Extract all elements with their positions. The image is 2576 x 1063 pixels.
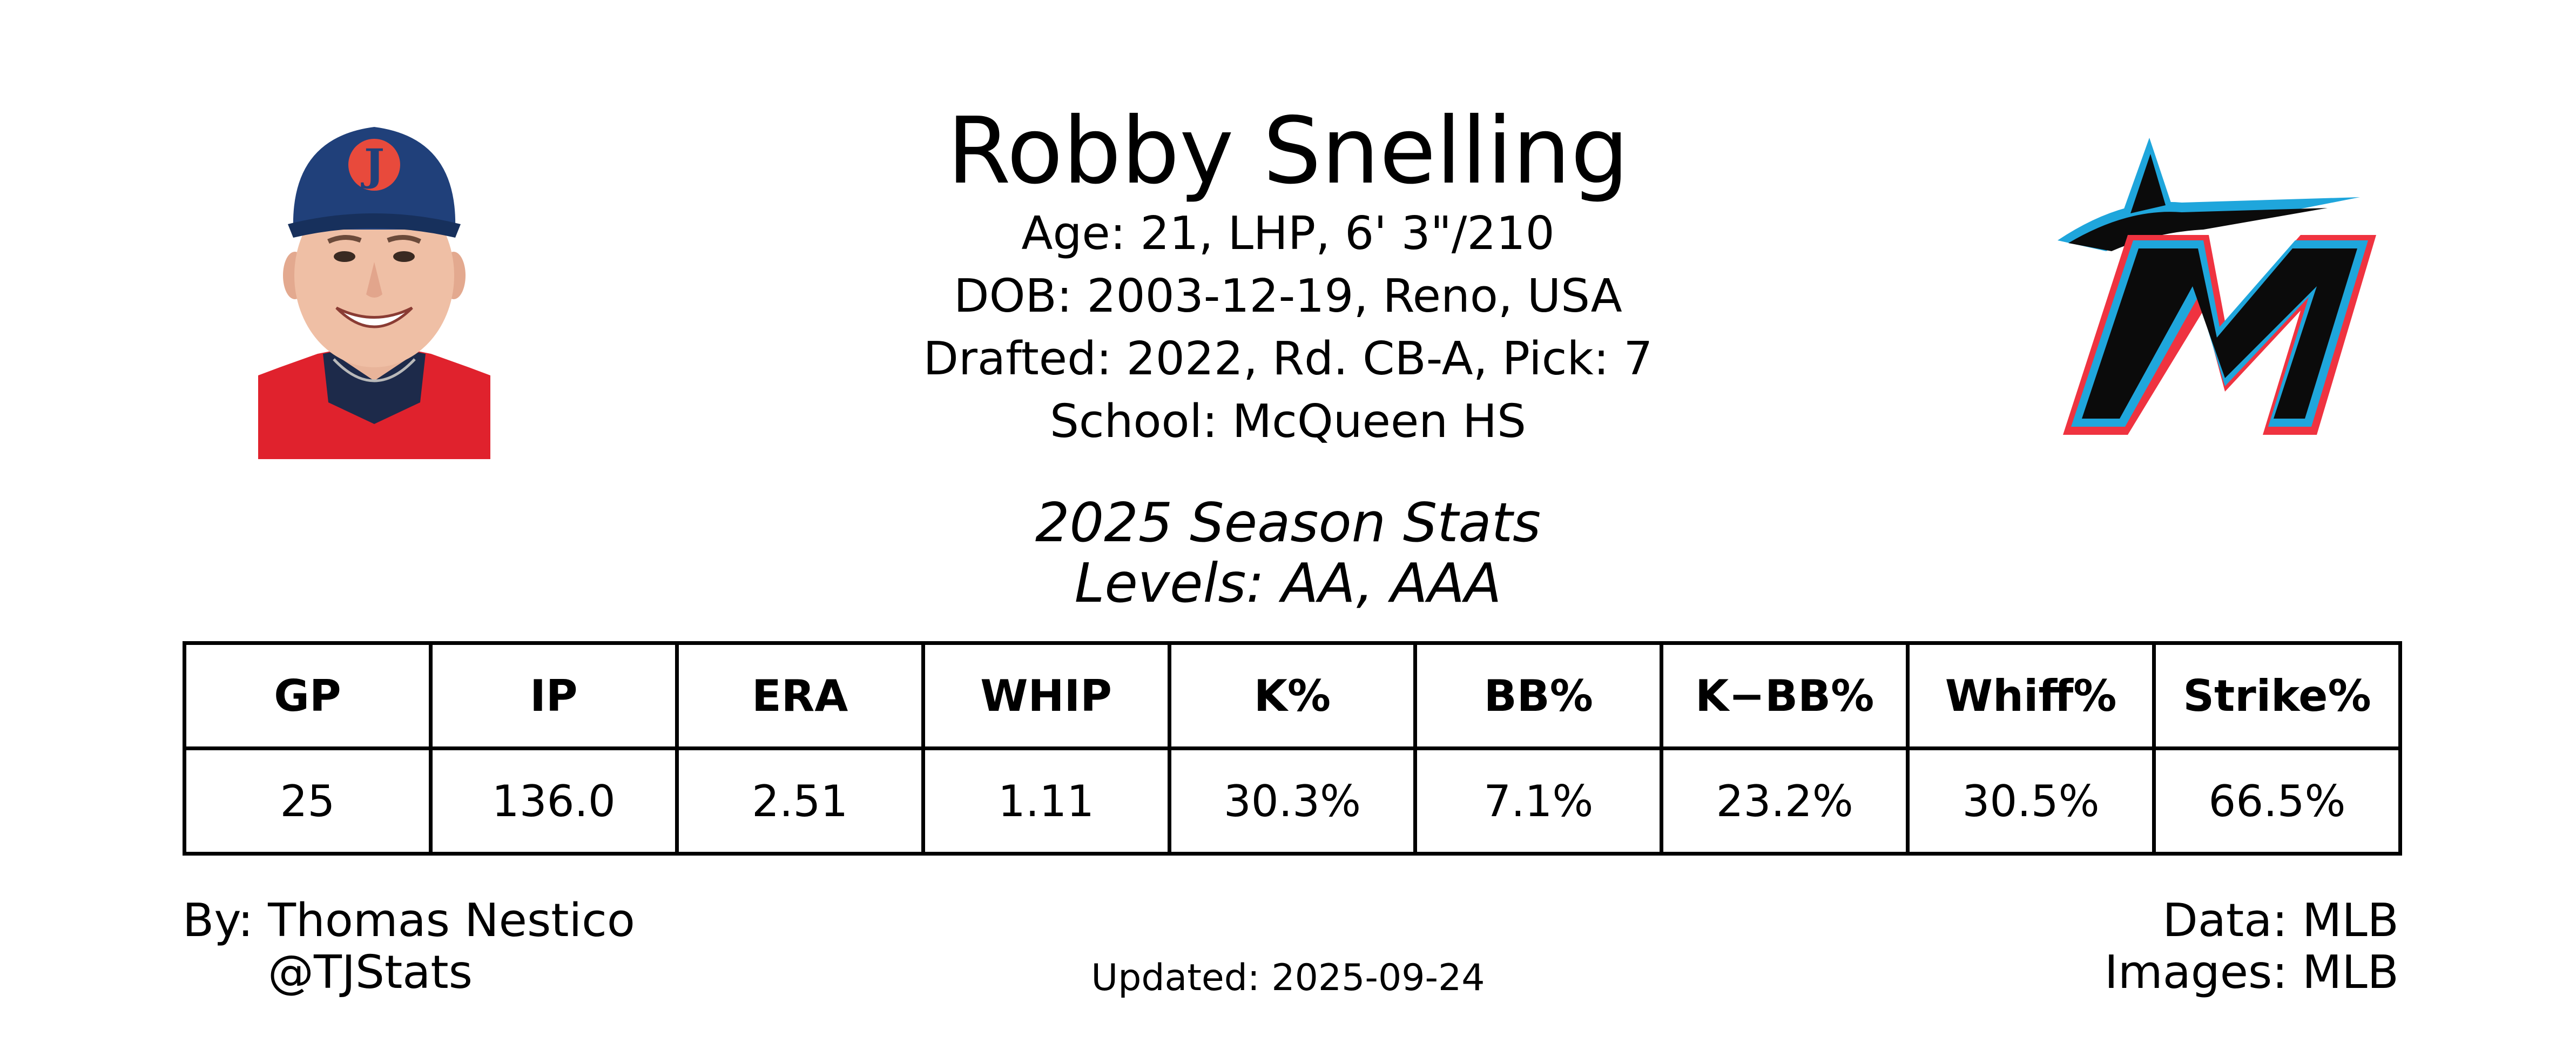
value-era: 2.51 (675, 746, 925, 856)
player-headshot-image: J (258, 122, 490, 459)
player-draft-info: Drafted: 2022, Rd. CB-A, Pick: 7 (923, 332, 1653, 386)
player-name: Robby Snelling (947, 98, 1629, 205)
marlins-logo-graphic (2058, 138, 2376, 435)
header-ip: IP (428, 641, 679, 750)
author-handle: @TJStats (268, 946, 473, 999)
header-strike-pct: Strike% (2152, 641, 2402, 750)
player-school: School: McQueen HS (1049, 395, 1527, 448)
header-gp: GP (183, 641, 433, 750)
stats-value-row: 25 136.0 2.51 1.11 30.3% 7.1% 23.2% 30.5… (183, 746, 2402, 856)
season-stats-title: 2025 Season Stats (1035, 491, 1541, 554)
season-stats-table: GP IP ERA WHIP K% BB% K−BB% Whiff% Strik… (183, 641, 2402, 856)
season-levels: Levels: AA, AAA (1074, 551, 1502, 615)
value-gp: 25 (183, 746, 433, 856)
headshot-graphic: J (258, 127, 490, 459)
stats-header-row: GP IP ERA WHIP K% BB% K−BB% Whiff% Strik… (183, 641, 2402, 750)
header-k-pct: K% (1167, 641, 1418, 750)
header-whiff-pct: Whiff% (1906, 641, 2156, 750)
author-credit: By: Thomas Nestico (183, 894, 635, 947)
updated-date: Updated: 2025-09-24 (1091, 957, 1485, 999)
value-whiff-pct: 30.5% (1906, 746, 2156, 856)
value-whip: 1.11 (921, 746, 1171, 856)
value-k-minus-bb-pct: 23.2% (1660, 746, 1910, 856)
header-era: ERA (675, 641, 925, 750)
team-logo-image (2047, 132, 2382, 440)
player-age-position-size: Age: 21, LHP, 6' 3"/210 (1021, 207, 1555, 260)
images-source: Images: MLB (2104, 946, 2399, 999)
value-bb-pct: 7.1% (1413, 746, 1664, 856)
header-bb-pct: BB% (1413, 641, 1664, 750)
player-dob-birthplace: DOB: 2003-12-19, Reno, USA (954, 270, 1622, 323)
svg-text:J: J (361, 139, 385, 190)
data-source: Data: MLB (2162, 894, 2399, 947)
value-k-pct: 30.3% (1167, 746, 1418, 856)
header-k-minus-bb-pct: K−BB% (1660, 641, 1910, 750)
value-ip: 136.0 (428, 746, 679, 856)
value-strike-pct: 66.5% (2152, 746, 2402, 856)
header-whip: WHIP (921, 641, 1171, 750)
